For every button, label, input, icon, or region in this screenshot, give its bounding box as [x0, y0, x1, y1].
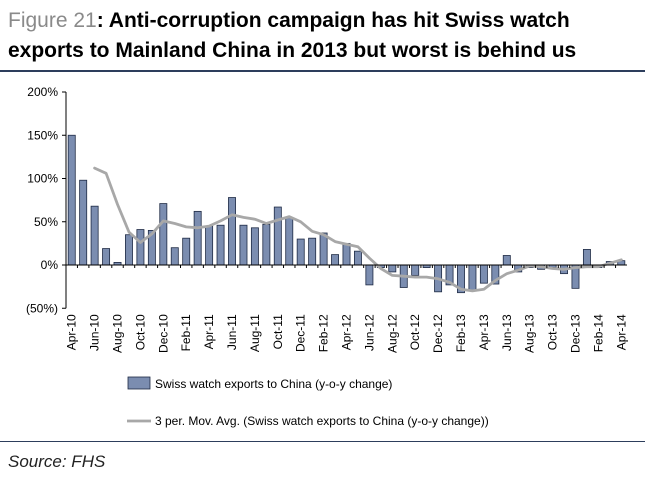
bar	[273, 206, 282, 266]
bar	[79, 179, 88, 266]
bar	[182, 237, 191, 266]
x-tick-label: Dec-13	[568, 314, 582, 353]
bar	[388, 264, 397, 273]
legend-bar-swatch	[127, 376, 151, 390]
bar	[170, 247, 179, 266]
footer-rule	[0, 441, 645, 442]
bar	[468, 264, 477, 292]
x-tick-label: Dec-10	[156, 314, 170, 353]
x-tick-label: Feb-14	[591, 314, 605, 352]
y-tick-label: 0%	[41, 258, 59, 272]
x-tick-label: Apr-14	[614, 314, 628, 350]
bar	[502, 255, 511, 266]
x-tick-label: Apr-11	[202, 314, 216, 349]
x-axis: Apr-10 Jun-10 Aug-10 Oct-10 Dec-10 Feb-11 Apr-…	[65, 264, 628, 353]
bar	[228, 197, 236, 266]
bar	[205, 225, 214, 266]
bar	[479, 264, 488, 284]
bar	[411, 264, 420, 276]
x-tick-label: Apr-13	[477, 314, 491, 350]
bar	[67, 134, 76, 266]
y-axis: 200% 150% 100% 50% 0% (50%)	[26, 85, 67, 315]
bar	[125, 234, 133, 266]
bar	[353, 250, 362, 266]
x-tick-label: Aug-10	[111, 314, 125, 353]
bar-series	[67, 134, 626, 294]
figure-label: Figure 21	[8, 9, 97, 32]
x-tick-label: Apr-10	[65, 314, 79, 350]
x-tick-label: Oct-10	[133, 314, 147, 350]
x-tick-label: Feb-12	[317, 314, 331, 352]
x-tick-label: Jun-11	[225, 314, 239, 350]
bar	[285, 217, 294, 266]
bar	[250, 227, 259, 266]
bar	[136, 229, 145, 266]
chart-title: Figure 21: Anti-corruption campaign has …	[8, 6, 638, 66]
bar-line-chart: 200% 150% 100% 50% 0% (50%) Apr-10 Jun-10 Aug-1…	[26, 85, 628, 428]
y-tick-label: 150%	[27, 128, 58, 142]
x-tick-label: Oct-11	[271, 314, 285, 349]
title-rule	[0, 70, 645, 72]
x-tick-label: Dec-11	[294, 314, 308, 352]
legend-line-label: 3 per. Mov. Avg. (Swiss watch exports to…	[155, 414, 489, 428]
legend-bar-label: Swiss watch exports to China (y-o-y chan…	[155, 377, 392, 391]
moving-average-line	[93, 166, 623, 293]
bar	[308, 237, 317, 266]
x-tick-label: Aug-12	[385, 314, 399, 353]
x-tick-label: Dec-12	[431, 314, 445, 353]
y-tick-label: 50%	[34, 215, 58, 229]
y-tick-label: 100%	[27, 172, 58, 186]
bar	[239, 224, 248, 266]
x-tick-label: Jun-10	[88, 314, 102, 351]
bar	[90, 205, 99, 266]
x-tick-label: Oct-13	[546, 314, 560, 350]
x-tick-label: Apr-12	[340, 314, 354, 350]
bar	[342, 242, 351, 266]
bar	[262, 223, 271, 266]
bar	[102, 248, 111, 266]
bar	[582, 249, 591, 266]
x-tick-label: Oct-12	[408, 314, 422, 350]
moving-average-series	[93, 166, 623, 293]
source-note: Source: FHS	[8, 452, 106, 471]
legend: Swiss watch exports to China (y-o-y chan…	[127, 376, 489, 428]
x-tick-label: Feb-11	[179, 314, 193, 351]
bar	[331, 254, 340, 266]
bar	[216, 224, 225, 266]
y-tick-label: 200%	[27, 85, 58, 99]
x-tick-label: Feb-13	[454, 314, 468, 352]
bar	[296, 238, 305, 266]
x-tick-label: Jun-13	[500, 314, 514, 351]
bar	[193, 210, 202, 266]
bar	[365, 264, 374, 286]
x-tick-label: Jun-12	[362, 314, 376, 351]
title-separator: :	[96, 9, 104, 32]
title-text: Anti-corruption campaign has hit Swiss w…	[8, 9, 577, 62]
bar	[159, 203, 168, 266]
x-tick-label: Aug-11	[248, 314, 262, 352]
y-tick-label: (50%)	[26, 301, 58, 315]
x-tick-label: Aug-13	[523, 314, 537, 353]
